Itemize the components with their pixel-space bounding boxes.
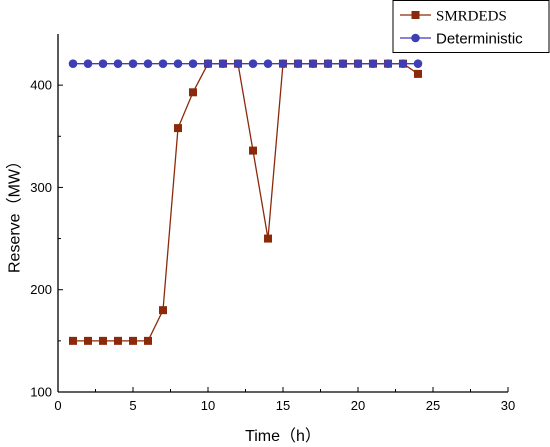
data-point <box>353 59 363 68</box>
data-point <box>159 306 167 315</box>
data-point <box>383 59 393 68</box>
data-point <box>263 59 273 68</box>
data-point <box>113 59 123 68</box>
data-point <box>248 59 258 68</box>
x-tick-label: 20 <box>351 398 365 413</box>
legend-item-deterministic: Deterministic <box>400 31 523 48</box>
x-tick-label: 10 <box>201 398 215 413</box>
data-point <box>158 59 168 68</box>
data-point <box>233 59 243 68</box>
data-point <box>84 336 92 345</box>
data-point <box>278 59 288 68</box>
data-point <box>249 146 257 155</box>
y-axis-title: Reserve（MW） <box>6 153 24 273</box>
data-point <box>83 59 93 68</box>
x-tick-label: 5 <box>129 398 136 413</box>
y-tick-label: 300 <box>30 180 52 195</box>
data-point <box>143 59 153 68</box>
data-point <box>323 59 333 68</box>
x-axis-title: Time（h） <box>245 427 321 445</box>
data-point <box>98 59 108 68</box>
data-point <box>218 59 228 68</box>
data-point <box>128 59 138 68</box>
x-tick-label: 25 <box>426 398 440 413</box>
axes: 0 5 10 15 20 25 30 100 200 300 400 <box>30 34 515 413</box>
legend-item-smrdeds: SMRDEDS <box>400 9 507 25</box>
series-line <box>73 63 419 342</box>
legend-marker <box>411 33 420 43</box>
series-deterministic <box>68 59 423 68</box>
data-point <box>129 336 137 345</box>
data-point <box>413 59 423 68</box>
legend-label: Deterministic <box>436 31 523 48</box>
data-point <box>99 336 107 345</box>
data-point <box>264 234 272 243</box>
series-layer <box>68 59 423 345</box>
legend-box <box>392 0 550 53</box>
legend-label: SMRDEDS <box>436 9 507 25</box>
data-point <box>293 59 303 68</box>
legend: SMRDEDS Deterministic <box>392 0 550 53</box>
x-tick-label: 30 <box>501 398 515 413</box>
data-point <box>144 336 152 345</box>
data-point <box>174 124 182 133</box>
y-tick-label: 400 <box>30 78 52 93</box>
legend-marker <box>411 11 420 19</box>
y-tick-label: 100 <box>30 385 52 400</box>
data-point <box>398 59 408 68</box>
data-point <box>308 59 318 68</box>
data-point <box>189 88 197 97</box>
data-point <box>203 59 213 68</box>
data-point <box>188 59 198 68</box>
y-tick-label: 200 <box>30 282 52 297</box>
data-point <box>114 336 122 345</box>
data-point <box>69 336 77 345</box>
x-tick-label: 15 <box>276 398 290 413</box>
data-point <box>173 59 183 68</box>
data-point <box>414 69 422 78</box>
series-smrdeds <box>69 59 422 345</box>
data-point <box>68 59 78 68</box>
x-tick-label: 0 <box>54 398 61 413</box>
data-point <box>368 59 378 68</box>
data-point <box>338 59 348 68</box>
